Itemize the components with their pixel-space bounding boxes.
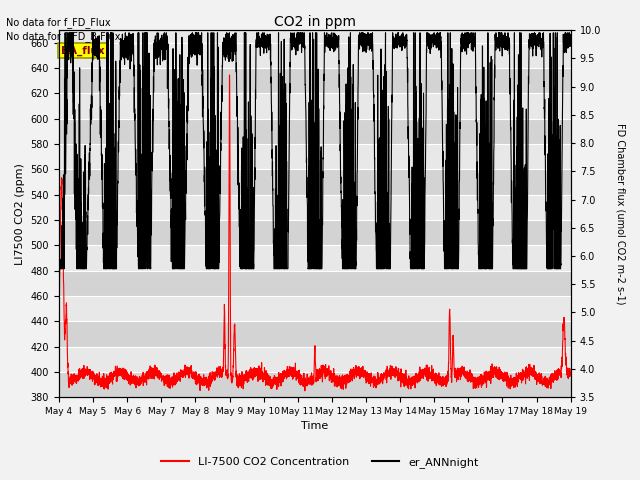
Bar bbox=[59, 169, 571, 195]
Bar bbox=[59, 195, 571, 220]
Title: CO2 in ppm: CO2 in ppm bbox=[274, 15, 356, 29]
Bar bbox=[59, 347, 571, 372]
Bar bbox=[59, 119, 571, 144]
Bar bbox=[59, 94, 571, 119]
Y-axis label: FD Chamber flux (umol CO2 m-2 s-1): FD Chamber flux (umol CO2 m-2 s-1) bbox=[615, 123, 625, 304]
Bar bbox=[59, 43, 571, 68]
Text: No data for f_FD_B Flux: No data for f_FD_B Flux bbox=[6, 31, 121, 42]
Bar bbox=[59, 144, 571, 169]
Bar bbox=[59, 68, 571, 94]
X-axis label: Time: Time bbox=[301, 421, 328, 432]
Bar bbox=[59, 296, 571, 321]
Text: No data for f_FD_Flux: No data for f_FD_Flux bbox=[6, 17, 111, 28]
Bar bbox=[59, 271, 571, 296]
Bar bbox=[59, 372, 571, 397]
Text: BA_flux: BA_flux bbox=[61, 45, 104, 56]
Bar bbox=[59, 321, 571, 347]
Bar bbox=[59, 220, 571, 245]
Legend: LI-7500 CO2 Concentration, er_ANNnight: LI-7500 CO2 Concentration, er_ANNnight bbox=[157, 452, 483, 472]
Y-axis label: LI7500 CO2 (ppm): LI7500 CO2 (ppm) bbox=[15, 163, 25, 264]
Bar bbox=[59, 245, 571, 271]
